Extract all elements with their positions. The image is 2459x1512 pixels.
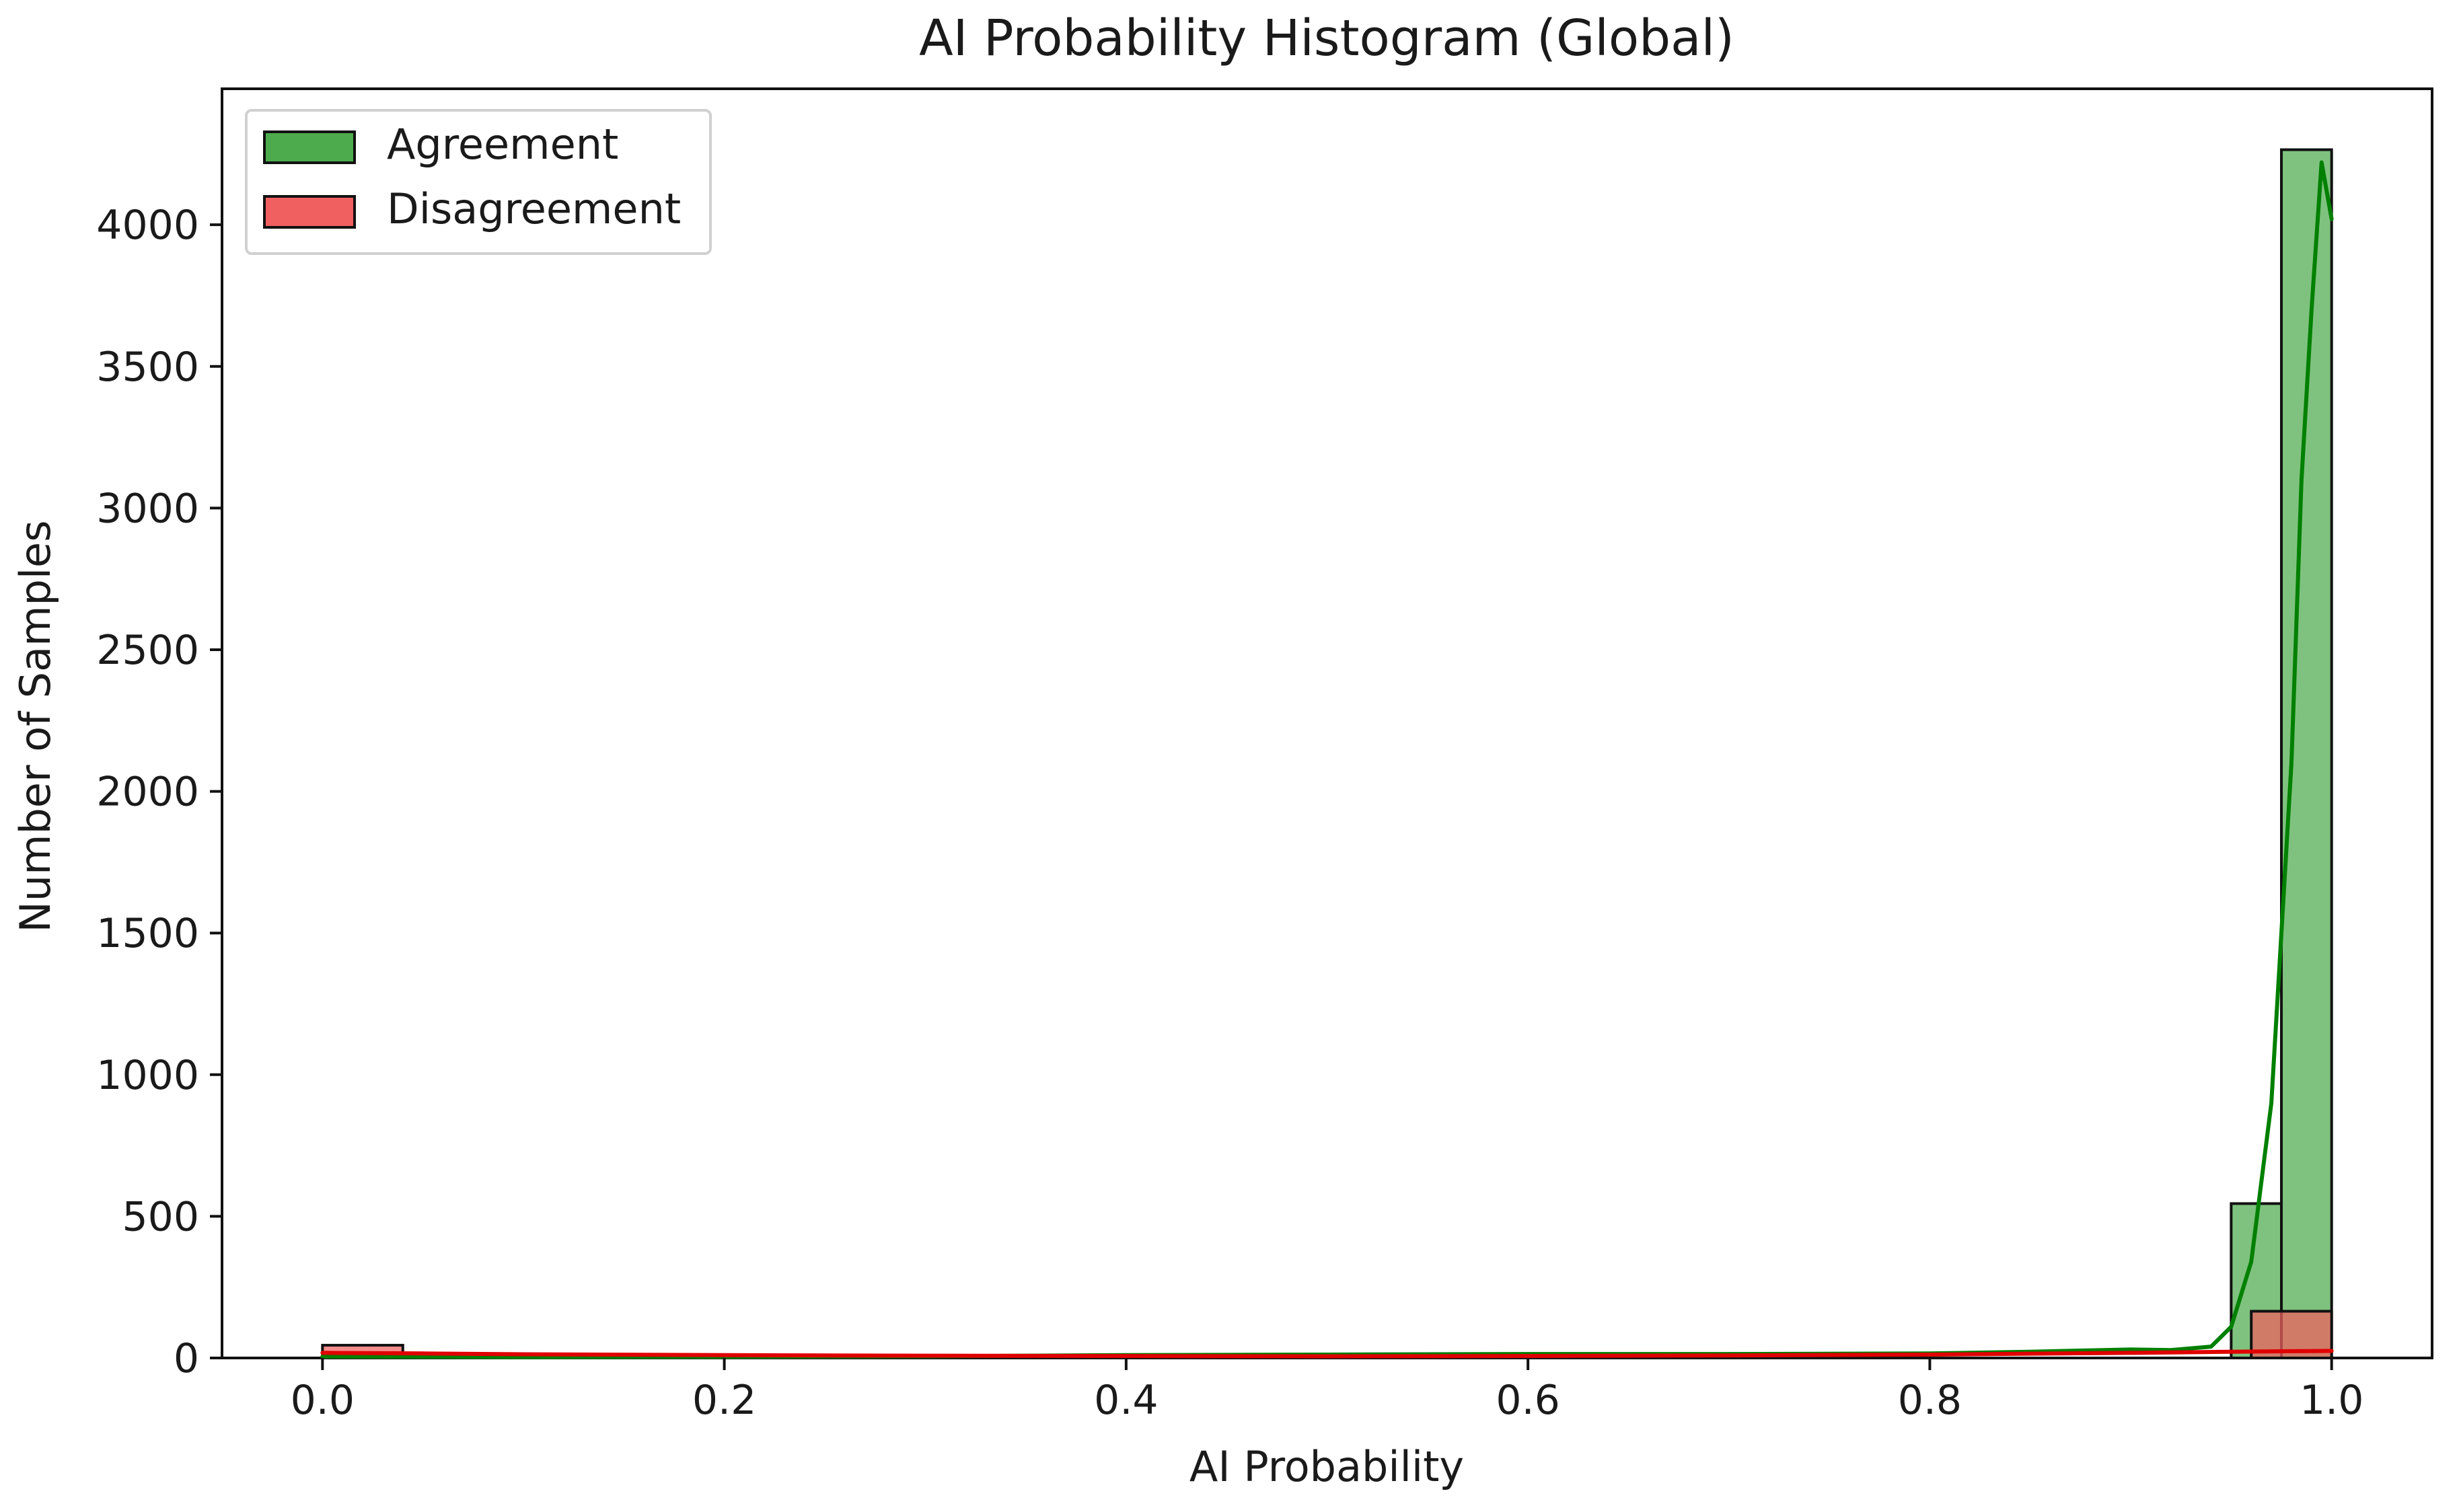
y-axis-label: Number of Samples	[11, 520, 60, 932]
legend-disagreement-swatch	[263, 195, 356, 229]
agreement-bar-1	[2280, 148, 2333, 1359]
x-tick-label-4: 0.8	[1898, 1377, 1962, 1424]
legend-box	[245, 109, 712, 255]
legend-agreement-swatch	[263, 130, 356, 164]
y-tick-label-3: 1500	[96, 910, 199, 957]
x-tick-label-1: 0.2	[692, 1377, 756, 1424]
y-tick-label-7: 3500	[96, 344, 199, 391]
disagreement-kde-line	[320, 1349, 2334, 1359]
legend-disagreement-label: Disagreement	[387, 184, 681, 233]
y-tick-label-1: 500	[122, 1193, 199, 1240]
x-tick-label-0: 0.0	[291, 1377, 355, 1424]
y-tick-label-6: 3000	[96, 485, 199, 532]
y-tick-label-0: 0	[174, 1335, 199, 1382]
y-tick-label-2: 1000	[96, 1052, 199, 1099]
y-tick-label-4: 2000	[96, 769, 199, 816]
x-tick-label-2: 0.4	[1094, 1377, 1158, 1424]
y-tick-label-5: 2500	[96, 627, 199, 674]
y-tick-label-8: 4000	[96, 202, 199, 249]
legend: Agreement Disagreement	[245, 109, 712, 255]
chart-title: AI Probability Histogram (Global)	[919, 9, 1734, 67]
x-axis-label: AI Probability	[1189, 1442, 1464, 1491]
x-tick-label-3: 0.6	[1496, 1377, 1559, 1424]
x-tick-label-5: 1.0	[2300, 1377, 2363, 1424]
legend-agreement-label: Agreement	[387, 120, 618, 169]
plot-area: 0.0 0.2 0.4 0.6 0.8 1.0 0 500 1000 1500 2000 2500 30…	[96, 87, 2433, 1424]
